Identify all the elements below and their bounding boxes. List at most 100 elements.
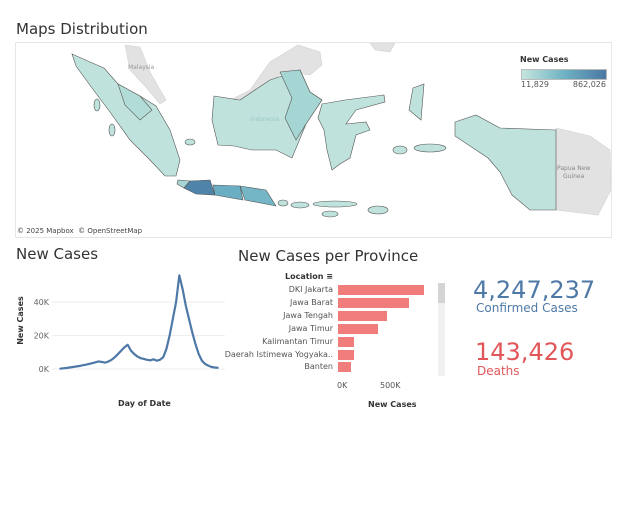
region-papua (454, 114, 557, 211)
map-label-malaysia: Malaysia (128, 64, 155, 71)
bar[interactable] (338, 323, 378, 334)
data-point[interactable] (178, 274, 181, 277)
data-point[interactable] (188, 318, 190, 320)
data-point[interactable] (175, 301, 177, 303)
x-tick-0: 0K (337, 381, 348, 390)
data-point[interactable] (120, 349, 123, 352)
category-label[interactable]: Jawa Barat (290, 297, 333, 307)
data-point[interactable] (130, 349, 132, 352)
map-label-png-2: Guinea (563, 173, 585, 180)
scrollbar-thumb[interactable] (438, 283, 445, 303)
data-point[interactable] (68, 366, 71, 369)
data-point[interactable] (181, 287, 184, 290)
y-tick-label: 40K (34, 298, 50, 307)
map-attribution[interactable]: © 2025 Mapbox © OpenStreetMap (17, 227, 143, 235)
deaths-value: 143,426 (475, 338, 575, 366)
data-point[interactable] (172, 318, 174, 320)
data-point[interactable] (197, 353, 200, 355)
data-point[interactable] (84, 363, 87, 366)
data-point[interactable] (97, 360, 100, 363)
data-point[interactable] (72, 366, 74, 368)
bar[interactable] (338, 349, 354, 360)
bar[interactable] (338, 362, 352, 373)
data-point[interactable] (201, 359, 203, 362)
data-point[interactable] (213, 366, 216, 369)
region-ntt-flores (312, 200, 358, 208)
data-point[interactable] (104, 361, 106, 364)
legend-title: New Cases (520, 55, 569, 64)
data-point[interactable] (65, 367, 68, 369)
data-point[interactable] (143, 358, 145, 360)
malaysia-peninsula (124, 44, 167, 105)
data-point[interactable] (207, 364, 210, 367)
data-point[interactable] (184, 304, 187, 307)
y-tick-label: 0K (39, 365, 50, 374)
data-point[interactable] (146, 359, 148, 361)
location-header: Location (285, 272, 324, 281)
data-point[interactable] (117, 353, 119, 355)
data-point[interactable] (91, 362, 94, 364)
data-point[interactable] (155, 359, 158, 362)
map-panel[interactable]: Malaysia Indonesia Papua New Guinea New … (15, 42, 612, 238)
region-nias (93, 98, 101, 112)
philippines (369, 42, 396, 53)
bar[interactable] (338, 336, 354, 347)
data-point[interactable] (123, 346, 126, 349)
data-point[interactable] (88, 363, 90, 365)
category-label[interactable]: DKI Jakarta (288, 285, 333, 294)
data-point[interactable] (94, 361, 97, 364)
category-label[interactable]: Kalimantan Timur (262, 336, 333, 346)
region-bali (277, 199, 289, 207)
deaths-label: Deaths (477, 364, 520, 378)
region-ntb (290, 201, 310, 209)
data-point[interactable] (110, 359, 113, 361)
data-point[interactable] (62, 367, 65, 370)
bar[interactable] (338, 310, 387, 321)
indonesia-map[interactable]: Malaysia Indonesia Papua New Guinea (16, 42, 612, 237)
data-point[interactable] (168, 334, 171, 337)
region-timor (367, 205, 389, 215)
data-point[interactable] (133, 353, 135, 355)
series-line[interactable] (59, 274, 219, 370)
legend-max: 862,026 (572, 80, 606, 89)
data-point[interactable] (136, 355, 139, 358)
data-point[interactable] (81, 364, 84, 367)
data-point[interactable] (126, 343, 129, 346)
data-point[interactable] (149, 359, 152, 362)
category-label[interactable]: Banten (304, 362, 333, 372)
data-point[interactable] (159, 359, 161, 361)
line-chart-title: New Cases (16, 245, 99, 263)
data-point[interactable] (101, 361, 103, 363)
category-label[interactable]: Daerah Istimewa Yogyaka.. (224, 349, 333, 359)
data-point[interactable] (78, 365, 81, 367)
data-point[interactable] (204, 363, 206, 365)
data-point[interactable] (107, 360, 110, 363)
bar-chart-header[interactable]: Location ≡ (285, 272, 333, 281)
bar[interactable] (338, 285, 425, 295)
data-point[interactable] (165, 348, 168, 350)
data-point[interactable] (59, 367, 61, 370)
sort-icon[interactable]: ≡ (326, 272, 333, 281)
bar-chart-xlabel: New Cases (368, 400, 417, 409)
line-chart[interactable]: 0K 20K 40K (0, 260, 235, 415)
data-point[interactable] (139, 357, 142, 359)
data-point[interactable] (194, 343, 197, 345)
confirmed-value: 4,247,237 (473, 276, 596, 304)
data-point[interactable] (191, 331, 194, 334)
bar-chart-scrollbar[interactable] (438, 283, 445, 376)
category-label[interactable]: Jawa Tengah (283, 310, 333, 320)
map-label-png-1: Papua New (557, 165, 590, 172)
data-point[interactable] (210, 366, 213, 368)
category-label[interactable]: Jawa Timur (288, 323, 333, 333)
y-tick-label: 20K (34, 332, 50, 341)
map-title: Maps Distribution (16, 20, 148, 38)
data-point[interactable] (162, 356, 164, 359)
region-sumatra (71, 53, 181, 177)
data-point[interactable] (152, 358, 155, 361)
data-point[interactable] (114, 356, 116, 359)
bar[interactable] (338, 297, 409, 308)
region-bangka (184, 138, 196, 146)
data-point[interactable] (217, 367, 219, 369)
data-point[interactable] (75, 365, 77, 368)
